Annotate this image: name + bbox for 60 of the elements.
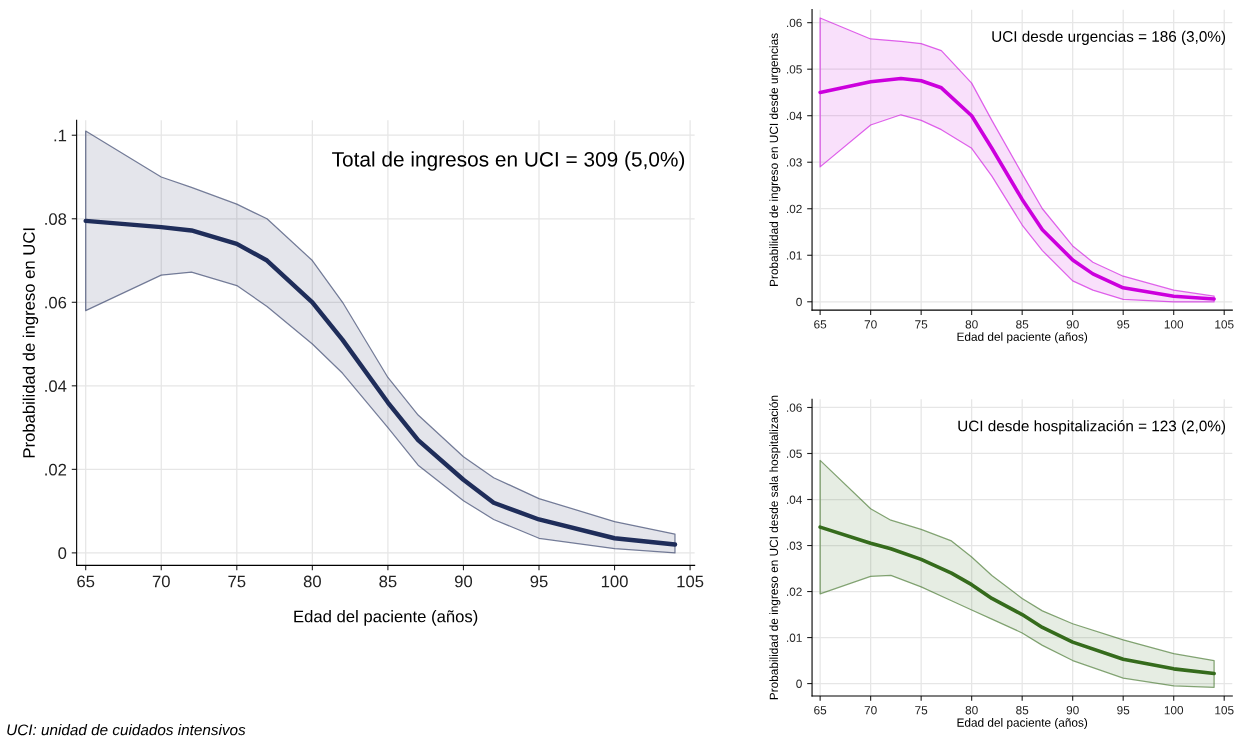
x-tick-label: 105: [1215, 706, 1234, 715]
x-tick-label: 75: [915, 706, 928, 715]
y-tick-label: .06: [787, 403, 802, 412]
x-axis-title: Edad del paciente (años): [957, 718, 1088, 730]
y-tick-label: .04: [45, 380, 67, 393]
x-tick-label: 65: [814, 320, 827, 329]
x-tick-label: 70: [152, 575, 170, 588]
x-tick-label: 80: [303, 575, 321, 588]
x-tick-label: 90: [1066, 320, 1079, 329]
x-tick-label: 100: [1164, 706, 1184, 715]
y-tick-label: .03: [787, 158, 802, 167]
y-tick-label: .04: [787, 111, 802, 121]
x-tick-label: 100: [1164, 320, 1184, 329]
x-tick-label: 90: [1066, 706, 1079, 715]
line-series: [818, 76, 1216, 301]
y-tick-label: .03: [787, 541, 802, 550]
line-series: [818, 525, 1216, 676]
y-tick-label: .1: [54, 129, 67, 142]
y-tick-label: .02: [45, 463, 67, 476]
y-axis-title: Probabilidad de ingreso en UCI desde urgencias: [769, 33, 781, 286]
y-tick-label: .01: [787, 633, 802, 642]
x-tick-label: 80: [965, 320, 978, 329]
y-tick-label: .01: [787, 251, 802, 260]
annotation: Total de ingresos en UCI = 309 (5,0%): [332, 151, 685, 171]
y-tick-label: .06: [45, 296, 67, 309]
x-axis-title: Edad del paciente (años): [294, 610, 478, 626]
y-tick-label: .06: [787, 18, 802, 28]
x-tick-label: 95: [530, 575, 548, 588]
x-tick-label: 80: [965, 706, 978, 715]
x-tick-label: 65: [77, 575, 95, 588]
y-tick-label: 0: [796, 297, 802, 307]
x-tick-label: 85: [379, 575, 397, 588]
annotation: UCI desde urgencias = 186 (3,0%): [992, 30, 1226, 45]
y-axis-title: Probabilidad de ingreso en UCI desde sala hospitalización: [769, 395, 781, 700]
x-tick-label: 75: [228, 575, 246, 588]
y-tick-label: .05: [787, 449, 802, 458]
y-tick-label: .02: [787, 587, 802, 596]
x-tick-label: 65: [814, 706, 827, 715]
x-tick-label: 85: [1016, 320, 1029, 329]
line-series: [83, 218, 678, 547]
x-tick-label: 90: [454, 575, 473, 588]
x-tick-label: 95: [1117, 706, 1130, 715]
y-tick-label: .02: [787, 204, 802, 214]
y-tick-label: .08: [45, 213, 67, 225]
x-tick-label: 105: [677, 575, 704, 588]
x-tick-label: 75: [915, 320, 928, 329]
y-tick-label: .05: [787, 65, 802, 74]
x-axis-title: Edad del paciente (años): [957, 332, 1088, 344]
x-tick-label: 100: [601, 575, 628, 588]
y-tick-label: 0: [58, 547, 67, 560]
y-axis-title: Probabilidad de ingreso en UCI: [22, 228, 39, 458]
annotation: UCI desde hospitalización = 123 (2,0%): [958, 419, 1226, 435]
x-tick-label: 105: [1215, 320, 1234, 329]
x-tick-label: 70: [864, 706, 877, 715]
y-tick-label: 0: [796, 679, 802, 688]
text: UCI: unidad de cuidados intensivos: [7, 724, 246, 736]
x-tick-label: 70: [864, 320, 877, 329]
y-tick-label: .04: [787, 495, 802, 504]
x-tick-label: 85: [1016, 706, 1029, 715]
x-tick-label: 95: [1117, 320, 1130, 329]
